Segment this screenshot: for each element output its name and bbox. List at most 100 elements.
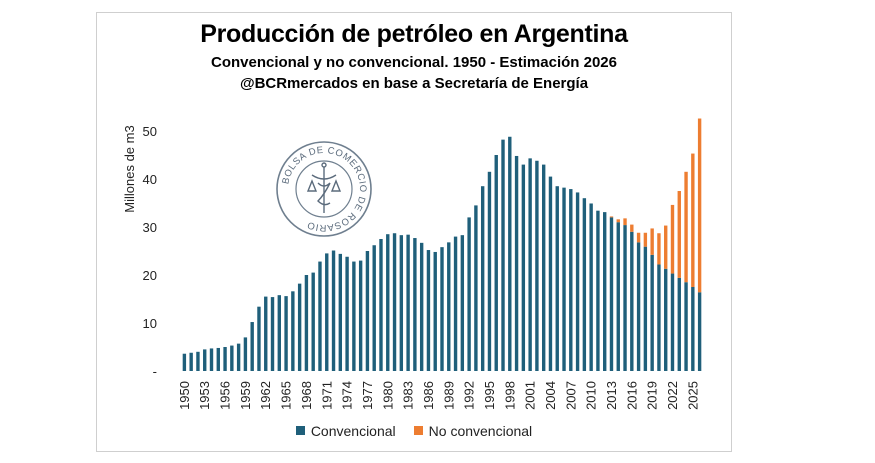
bar-convencional: [453, 236, 458, 371]
bar-convencional: [203, 349, 207, 371]
bar-no-convencional: [684, 171, 688, 283]
bar-convencional: [250, 322, 254, 371]
x-tick-label: 2001: [523, 381, 538, 410]
bar-convencional: [216, 347, 220, 371]
bar-no-convencional: [630, 224, 634, 232]
bar-convencional: [352, 261, 356, 371]
legend-label: No convencional: [428, 423, 533, 439]
bar-convencional: [345, 256, 349, 371]
legend-label: Convencional: [310, 423, 396, 439]
bar-convencional: [575, 192, 580, 371]
bar-convencional: [487, 171, 492, 371]
x-tick-label: 1983: [401, 381, 416, 410]
bar-convencional: [596, 210, 600, 371]
bar-convencional: [474, 205, 478, 371]
plot-area: - 10 20 30 40 50 1950 1953 1956 1959 1962 1965 1968…: [122, 118, 702, 410]
bar-no-convencional: [623, 218, 627, 226]
bar-convencional: [386, 234, 390, 371]
bar-convencional: [684, 282, 688, 371]
bar-convencional: [541, 164, 546, 371]
bar-convencional: [657, 264, 661, 371]
y-tick-label: 30: [143, 220, 157, 235]
bar-convencional: [270, 297, 275, 371]
x-tick-label: 2010: [584, 381, 599, 410]
bar-convencional: [318, 261, 322, 371]
x-tick-label: 1980: [380, 381, 395, 410]
bar-convencional: [223, 347, 227, 371]
bar-convencional: [623, 225, 627, 371]
bar-convencional: [494, 155, 498, 371]
x-tick-label: 2016: [624, 381, 639, 410]
bar-convencional: [297, 283, 302, 371]
legend-swatch: [295, 426, 305, 435]
x-tick-label: 1986: [421, 381, 436, 410]
bar-no-convencional: [691, 153, 695, 287]
bar-no-convencional: [664, 225, 668, 269]
chart-source: @BCRmercados en base a Secretaría de Ene…: [239, 75, 589, 92]
bar-convencional: [406, 234, 410, 371]
x-tick-label: 1989: [441, 381, 456, 410]
legend: Convencional No convencional: [97, 423, 731, 439]
bar-convencional: [189, 352, 193, 371]
bar-convencional: [331, 250, 336, 371]
bar-convencional: [691, 287, 695, 371]
bar-convencional: [548, 176, 553, 371]
x-tick-label: 1995: [482, 381, 497, 410]
bar-convencional: [196, 351, 200, 371]
bar-convencional: [209, 348, 214, 371]
bar-no-convencional: [657, 233, 661, 265]
x-tick-label: 2022: [665, 381, 680, 410]
bar-convencional: [277, 295, 281, 371]
bar-convencional: [379, 239, 383, 371]
bar-convencional: [650, 254, 654, 371]
x-tick-label: 1992: [462, 381, 477, 410]
bar-convencional: [372, 245, 376, 371]
legend-item-convencional: Convencional: [295, 423, 396, 439]
bar-convencional: [582, 198, 587, 371]
bar-no-convencional: [670, 204, 675, 274]
bar-convencional: [426, 250, 431, 371]
x-tick-label: 1974: [340, 381, 355, 410]
bar-convencional: [460, 235, 465, 371]
legend-item-no-convencional: No convencional: [413, 423, 533, 439]
bar-convencional: [230, 345, 234, 371]
x-tick-label: 2019: [645, 381, 660, 410]
bar-convencional: [636, 242, 641, 371]
legend-swatch: [413, 426, 423, 435]
bar-convencional: [589, 203, 593, 371]
bar-convencional: [508, 136, 512, 371]
bar-convencional: [447, 242, 451, 371]
x-tick-label: 2007: [563, 381, 578, 410]
bar-convencional: [528, 158, 532, 371]
bar-convencional: [697, 292, 702, 371]
bar-no-convencional: [677, 191, 681, 278]
bar-convencional: [243, 337, 248, 371]
x-tick-label: 1956: [218, 381, 233, 410]
bar-convencional: [419, 242, 424, 371]
chart-title: Producción de petróleo en Argentina: [200, 20, 628, 48]
bar-convencional: [616, 222, 620, 371]
bar-convencional: [521, 164, 526, 371]
bar-no-convencional: [636, 232, 641, 243]
x-tick-label: 1968: [299, 381, 314, 410]
x-tick-label: 2025: [685, 381, 700, 410]
bar-no-convencional: [616, 219, 620, 223]
x-tick-label: 1953: [197, 381, 212, 410]
y-axis-label: Millones de m3: [122, 125, 137, 212]
y-tick-label: 40: [143, 172, 157, 187]
bar-convencional: [392, 233, 397, 371]
bar-convencional: [311, 272, 315, 371]
y-tick-label: 20: [143, 268, 157, 283]
bar-convencional: [440, 247, 444, 371]
bar-convencional: [467, 217, 471, 371]
x-tick-label: 1998: [502, 381, 517, 410]
bar-convencional: [501, 139, 505, 371]
bar-no-convencional: [650, 228, 654, 255]
bar-convencional: [480, 186, 485, 371]
bar-convencional: [399, 235, 404, 371]
caduceus-icon: [306, 162, 342, 213]
bar-convencional: [603, 212, 607, 371]
bars: [182, 118, 702, 371]
x-tick-label: 1959: [238, 381, 253, 410]
bar-convencional: [325, 253, 329, 371]
